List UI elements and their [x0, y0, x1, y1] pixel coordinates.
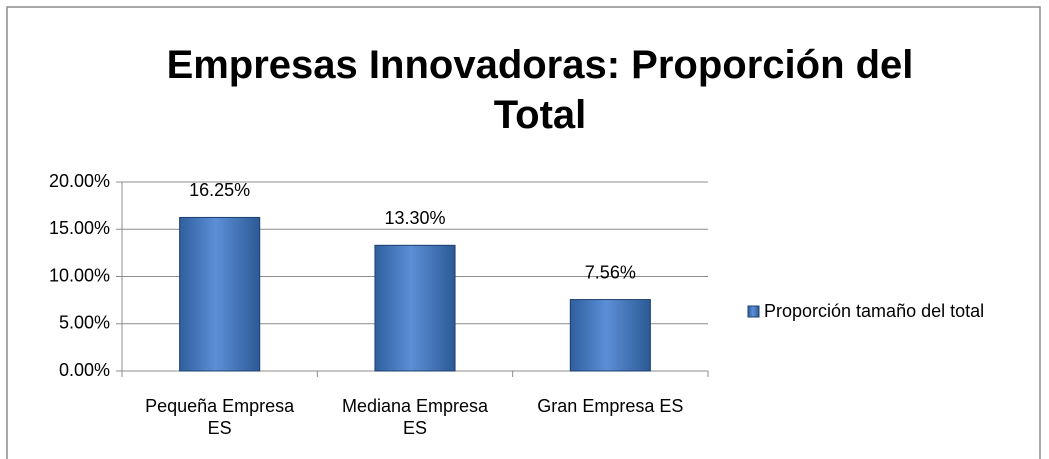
y-tick-label: 0.00% [59, 360, 110, 380]
bar [179, 216, 261, 372]
legend-swatch [747, 305, 760, 318]
y-tick-label: 10.00% [49, 265, 110, 285]
legend-label: Proporción tamaño del total [764, 301, 984, 321]
x-tick-label: Pequeña Empresa ES [145, 396, 295, 438]
y-tick-label: 20.00% [49, 171, 110, 191]
data-label: 16.25% [189, 180, 250, 200]
data-label: 7.56% [585, 262, 636, 282]
y-tick-label: 5.00% [59, 313, 110, 333]
x-tick-label: Gran Empresa ES [537, 396, 684, 416]
bar [569, 299, 651, 372]
data-label: 13.30% [384, 208, 445, 228]
chart-border [6, 6, 1041, 459]
y-tick-label: 15.00% [49, 218, 110, 238]
x-tick-label: Mediana Empresa ES [341, 396, 489, 438]
bar [374, 244, 456, 372]
chart-title: Empresas Innovadoras: Proporción del Tot… [166, 43, 914, 137]
